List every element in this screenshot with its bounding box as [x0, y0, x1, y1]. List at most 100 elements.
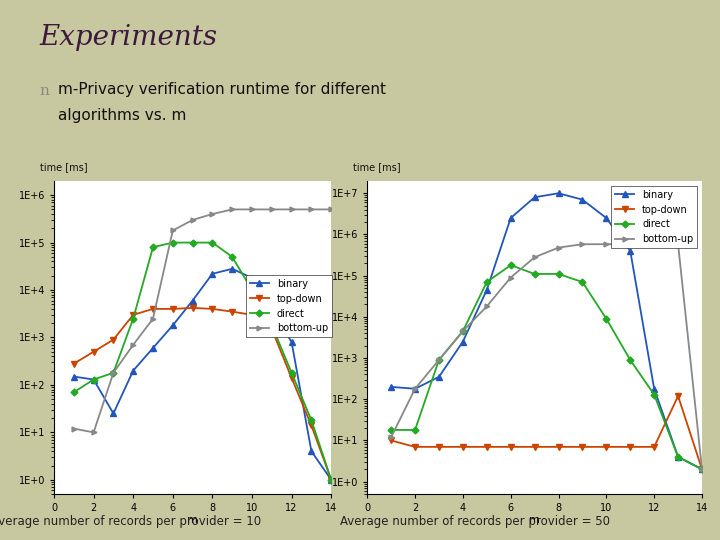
top-down — [129, 312, 138, 318]
Line: bottom-up: bottom-up — [71, 207, 333, 435]
top-down — [69, 361, 78, 367]
binary — [168, 322, 177, 329]
binary — [602, 215, 611, 221]
bottom-up — [109, 369, 118, 376]
binary — [69, 373, 78, 380]
bottom-up — [674, 241, 683, 247]
bottom-up — [650, 241, 659, 247]
direct — [69, 389, 78, 395]
Text: n: n — [40, 84, 50, 98]
direct — [148, 244, 157, 251]
direct — [435, 357, 444, 363]
direct — [129, 315, 138, 322]
bottom-up — [208, 211, 217, 217]
top-down — [410, 444, 419, 450]
top-down — [506, 444, 515, 450]
top-down — [267, 326, 276, 332]
top-down — [327, 477, 336, 483]
Text: algorithms vs. m: algorithms vs. m — [58, 108, 186, 123]
direct — [626, 357, 634, 363]
top-down — [602, 444, 611, 450]
direct — [188, 239, 197, 246]
binary — [89, 376, 98, 383]
bottom-up — [129, 342, 138, 348]
bottom-up — [602, 241, 611, 247]
bottom-up — [410, 386, 419, 392]
bottom-up — [578, 241, 587, 247]
binary — [307, 448, 315, 455]
Text: Average number of records per provider = 50: Average number of records per provider =… — [341, 515, 611, 528]
bottom-up — [482, 303, 491, 309]
binary — [435, 374, 444, 380]
binary — [554, 190, 563, 197]
X-axis label: m: m — [529, 515, 540, 524]
direct — [506, 262, 515, 268]
Line: top-down: top-down — [388, 393, 705, 472]
binary — [327, 477, 336, 483]
top-down — [674, 393, 683, 399]
bottom-up — [307, 206, 315, 213]
direct — [287, 369, 296, 376]
top-down — [248, 312, 256, 318]
top-down — [89, 348, 98, 355]
direct — [327, 477, 336, 483]
direct — [482, 279, 491, 285]
top-down — [168, 306, 177, 312]
top-down — [435, 444, 444, 450]
top-down — [459, 444, 467, 450]
binary — [530, 194, 539, 200]
direct — [698, 466, 706, 472]
binary — [459, 339, 467, 345]
direct — [554, 271, 563, 277]
top-down — [148, 306, 157, 312]
Legend: binary, top-down, direct, bottom-up: binary, top-down, direct, bottom-up — [611, 186, 697, 248]
top-down — [554, 444, 563, 450]
bottom-up — [287, 206, 296, 213]
binary — [650, 386, 659, 392]
Text: time [ms]: time [ms] — [353, 162, 400, 172]
direct — [228, 254, 236, 260]
top-down — [626, 444, 634, 450]
direct — [578, 279, 587, 285]
bottom-up — [267, 206, 276, 213]
top-down — [698, 466, 706, 472]
direct — [208, 239, 217, 246]
bottom-up — [188, 217, 197, 223]
direct — [307, 417, 315, 423]
bottom-up — [698, 466, 706, 472]
binary — [626, 248, 634, 254]
Line: direct: direct — [71, 240, 333, 482]
direct — [410, 427, 419, 433]
top-down — [530, 444, 539, 450]
direct — [674, 454, 683, 460]
Line: direct: direct — [389, 263, 704, 472]
Text: m-Privacy verification runtime for different: m-Privacy verification runtime for diffe… — [58, 82, 386, 97]
bottom-up — [626, 241, 634, 247]
bottom-up — [387, 434, 395, 441]
binary — [482, 287, 491, 293]
bottom-up — [168, 227, 177, 234]
top-down — [109, 336, 118, 343]
Legend: binary, top-down, direct, bottom-up: binary, top-down, direct, bottom-up — [246, 275, 332, 338]
binary — [267, 306, 276, 312]
top-down — [650, 444, 659, 450]
binary — [578, 197, 587, 203]
top-down — [387, 437, 395, 444]
direct — [387, 427, 395, 433]
binary — [287, 339, 296, 345]
binary — [109, 410, 118, 417]
direct — [267, 322, 276, 329]
bottom-up — [248, 206, 256, 213]
direct — [109, 369, 118, 376]
direct — [650, 392, 659, 398]
binary — [410, 386, 419, 392]
direct — [459, 328, 467, 334]
binary — [387, 383, 395, 390]
binary — [506, 215, 515, 221]
Text: Experiments: Experiments — [40, 24, 217, 51]
binary — [674, 454, 683, 460]
top-down — [287, 375, 296, 381]
bottom-up — [554, 245, 563, 251]
binary — [698, 466, 706, 472]
binary — [248, 275, 256, 281]
